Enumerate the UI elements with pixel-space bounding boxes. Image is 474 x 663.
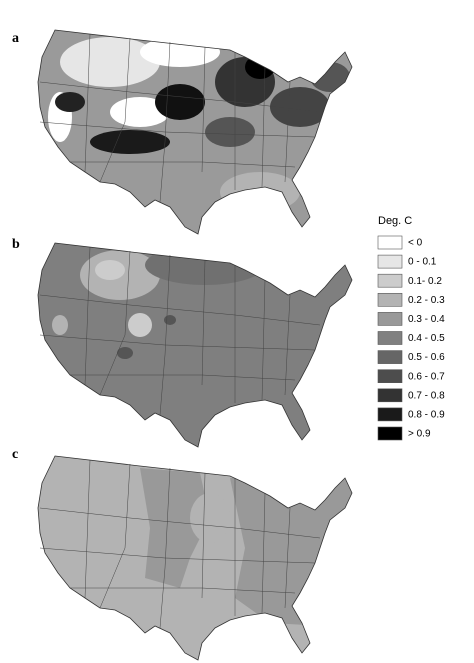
legend-label: 0 - 0.1: [408, 257, 437, 268]
panel-label: b: [12, 237, 20, 252]
legend-swatch: [377, 312, 403, 326]
legend-label: > 0.9: [408, 429, 431, 440]
legend-swatch: [377, 235, 403, 250]
legend: < 0 0 - 0.1 0.1- 0.2 0.2 - 0.3 0.3 - 0.4 0.4 …: [377, 235, 445, 441]
legend-label: 0.7 - 0.8: [408, 390, 445, 401]
legend-label: 0.4 - 0.5: [408, 333, 445, 344]
map-c: [37, 455, 353, 661]
legend-label: 0.1- 0.2: [408, 276, 442, 287]
panel-label: a: [12, 31, 19, 46]
legend-label: 0.8 - 0.9: [408, 410, 445, 421]
panel-label: c: [12, 447, 18, 462]
legend-swatch: [377, 350, 403, 364]
legend-swatch: [377, 426, 403, 441]
legend-swatch: [377, 254, 403, 269]
map-a: [37, 29, 353, 235]
legend-label: 0.5 - 0.6: [408, 352, 445, 363]
legend-title: Deg. C: [378, 215, 412, 227]
legend-swatch: [377, 273, 403, 288]
legend-label: 0.6 - 0.7: [408, 371, 445, 382]
legend-label: 0.3 - 0.4: [408, 314, 445, 325]
legend-label: < 0: [408, 238, 423, 249]
legend-swatch: [377, 407, 403, 422]
map-b: [37, 242, 353, 448]
legend-swatch: [377, 369, 403, 384]
legend-label: 0.2 - 0.3: [408, 295, 445, 306]
legend-swatch: [377, 292, 403, 307]
legend-swatch: [377, 388, 403, 403]
legend-swatch: [377, 331, 403, 345]
